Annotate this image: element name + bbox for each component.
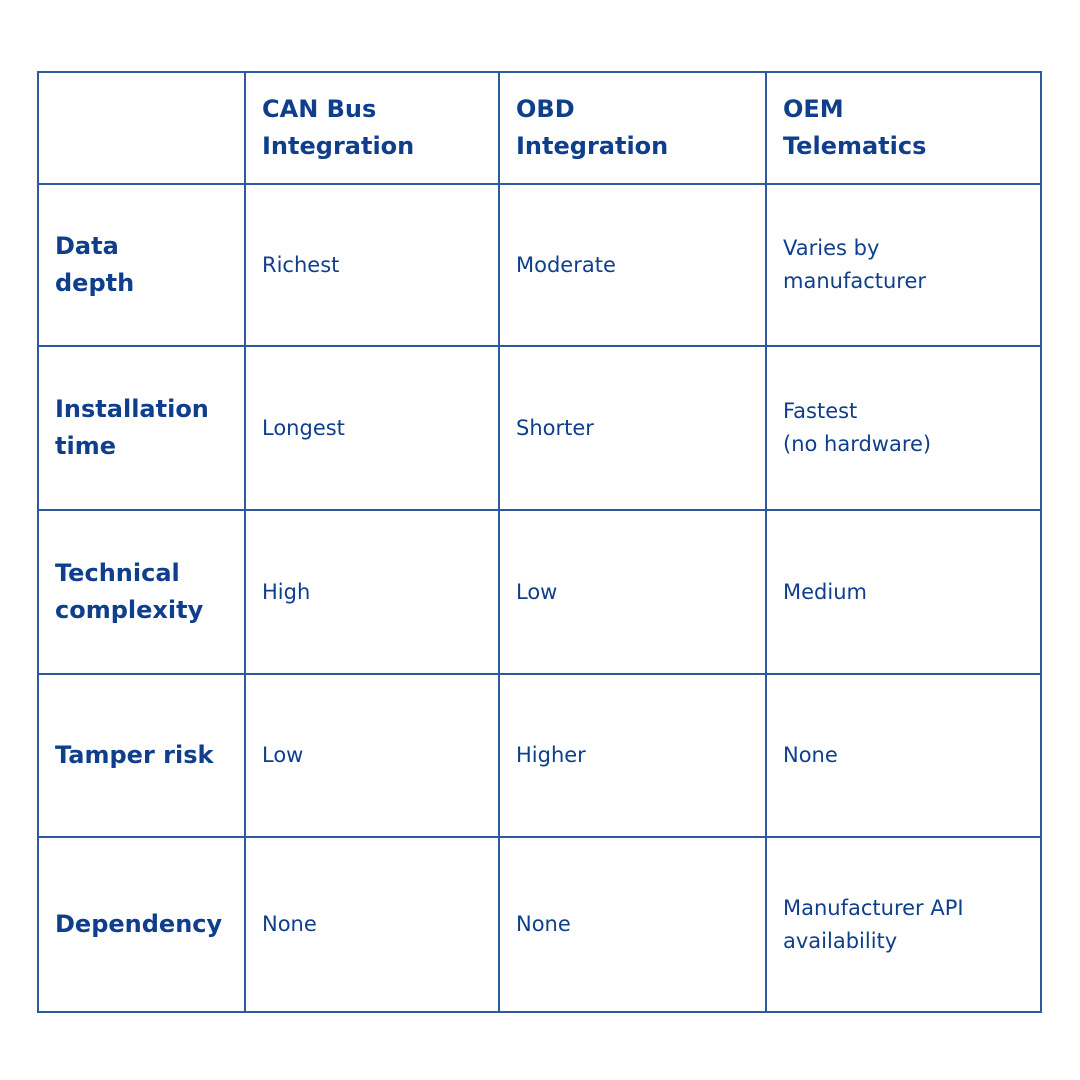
header-cell: OBD Integration [498,71,767,185]
cell-text: Fastest [783,399,858,423]
cell-text: Data [55,232,119,260]
cell-text: None [262,912,317,936]
table-row: Technical complexity High Low Medium [37,509,1042,675]
cell-text: availability [783,928,898,953]
cell-text: Richest [262,252,340,277]
cell-text: CAN Bus [262,95,377,123]
table-cell: Shorter [498,345,767,511]
table-cell: Low [244,673,500,838]
table-cell: High [244,509,500,675]
table-cell: Richest [244,183,500,347]
cell-text: Integration [516,132,669,160]
table-row: Installation time Longest Shorter Fastest (no… [37,345,1042,511]
row-header-cell: Tamper risk [37,673,246,838]
cell-text: OBD [516,95,575,123]
table-cell: Manufacturer API availability [765,836,1042,1013]
table-cell: Fastest (no hardware) [765,345,1042,511]
table-cell: Medium [765,509,1042,675]
cell-text: None [783,743,838,767]
cell-text: Installation [55,395,209,423]
cell-text: Integration [262,132,415,160]
cell-text: Medium [783,579,867,604]
header-cell: CAN Bus Integration [244,71,500,185]
cell-text: manufacturer [783,269,927,293]
cell-text: Low [262,743,304,767]
table-cell: Varies by manufacturer [765,183,1042,347]
cell-text: Dependency [55,910,223,938]
cell-text: Varies by [783,236,880,260]
row-header-cell: Installation time [37,345,246,511]
cell-text: complexity [55,596,204,624]
cell-text: Longest [262,415,345,440]
cell-text: High [262,579,311,604]
cell-text: None [516,912,571,936]
table-cell: None [765,673,1042,838]
header-cell: OEM Telematics [765,71,1042,185]
cell-text: Technical [55,559,180,587]
cell-text: Low [516,579,558,604]
cell-text: Higher [516,743,586,767]
table-cell: Low [498,509,767,675]
table-cell: None [498,836,767,1013]
table-cell: Longest [244,345,500,511]
cell-text: Manufacturer API [783,895,964,920]
table-cell: Higher [498,673,767,838]
table-cell: None [244,836,500,1013]
header-row: CAN Bus Integration OBD Integration OEM Telem… [37,71,1042,185]
cell-text: depth [55,269,135,297]
cell-text: Tamper risk [55,741,214,769]
row-header-cell: Technical complexity [37,509,246,675]
table-row: Tamper risk Low Higher None [37,673,1042,838]
cell-text: Moderate [516,252,616,277]
cell-text: Telematics [783,132,927,160]
table-row: Data depth Richest Moderate Varies by manufac… [37,183,1042,347]
table-cell: Moderate [498,183,767,347]
table-row: Dependency None None Manufacturer API availa… [37,836,1042,1013]
header-cell [37,71,246,185]
cell-text: (no hardware) [783,432,932,456]
cell-text: Shorter [516,415,594,440]
row-header-cell: Dependency [37,836,246,1013]
cell-text: OEM [783,95,844,123]
comparison-table: CAN Bus Integration OBD Integration OEM Telem… [37,71,1042,1013]
row-header-cell: Data depth [37,183,246,347]
cell-text: time [55,432,116,460]
